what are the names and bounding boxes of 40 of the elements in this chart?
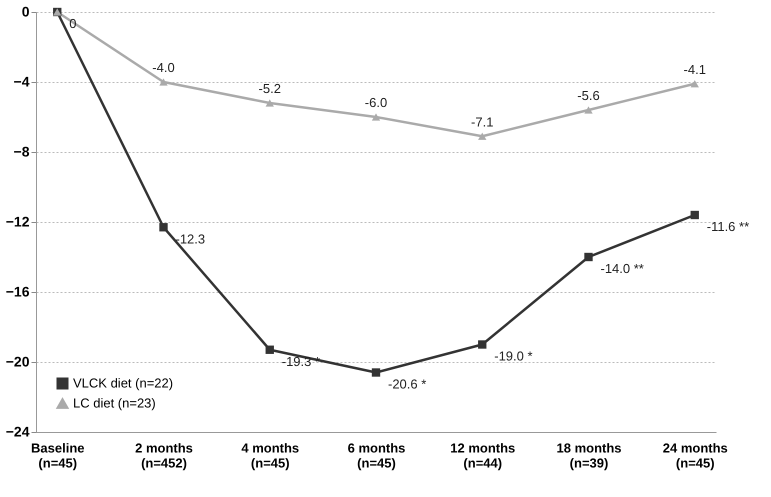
y-tick-label: −8 — [14, 144, 30, 160]
data-label: -19.0 * — [494, 348, 533, 364]
data-label: -20.6 * — [388, 376, 426, 392]
point — [478, 340, 486, 349]
y-tick-label: −20 — [6, 354, 30, 370]
x-tick-label: 24 months (n=45) — [662, 440, 728, 470]
legend-label: LC diet (n=23) — [73, 396, 156, 410]
x-tick-label: 12 months (n=44) — [450, 440, 516, 470]
data-label: -5.2 — [258, 81, 281, 96]
data-label: -5.6 — [577, 88, 600, 103]
data-label: -4.0 — [152, 60, 175, 75]
data-label: -12.3 — [176, 231, 206, 246]
y-tick-label: −4 — [14, 74, 30, 90]
point — [584, 106, 593, 114]
data-label: -14.0 ** — [600, 261, 644, 276]
y-tick-label: −16 — [6, 284, 30, 300]
point — [372, 113, 380, 121]
x-tick-label: 6 months (n=45) — [348, 440, 406, 470]
point — [159, 223, 168, 232]
x-tick-label: 4 months (n=45) — [241, 440, 300, 470]
x-tick-label: 18 months (n=39) — [556, 440, 622, 470]
y-tick-label: 0 — [22, 4, 30, 20]
data-label: 0 — [69, 16, 76, 31]
data-label: -4.1 — [684, 62, 706, 77]
point — [266, 99, 274, 107]
point — [584, 252, 593, 262]
point — [690, 210, 699, 220]
legend-label: VLCK diet (n=22) — [73, 376, 174, 390]
point — [690, 80, 699, 88]
y-tick-label: −24 — [6, 424, 30, 440]
data-label: -11.6 ** — [706, 219, 750, 234]
y-tick-label: −12 — [6, 214, 30, 230]
data-label: -7.1 — [471, 114, 494, 130]
point — [372, 368, 380, 377]
point — [266, 346, 274, 354]
data-label: -6.0 — [364, 95, 388, 110]
x-tick-label: 2 months (n=452) — [135, 440, 193, 470]
x-tick-label: Baseline (n=45) — [31, 440, 84, 470]
point — [159, 78, 168, 86]
point — [478, 132, 486, 140]
